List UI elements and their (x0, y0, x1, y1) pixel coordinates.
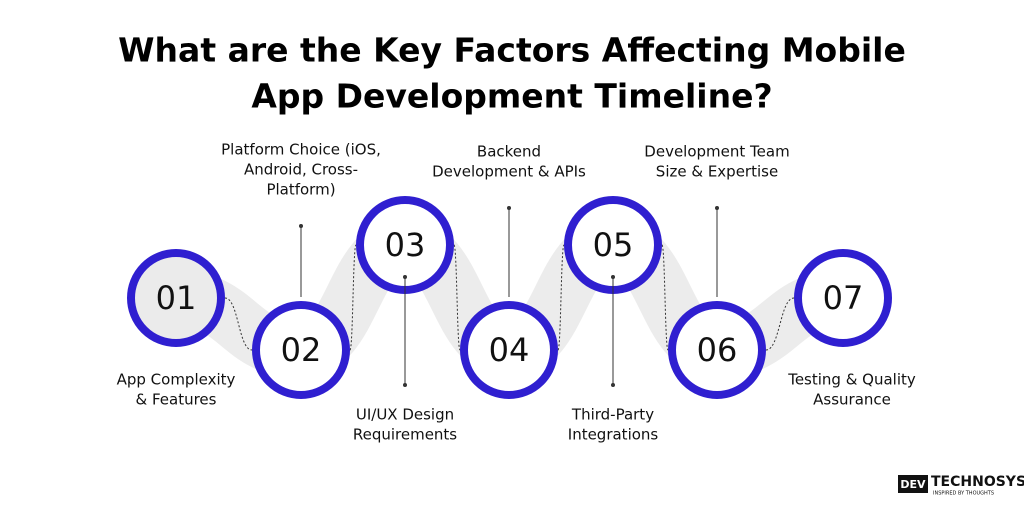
step-label: Testing & Quality (787, 371, 916, 389)
step-label: Assurance (813, 391, 891, 409)
step-label: Integrations (568, 426, 659, 444)
step-number: 07 (823, 279, 864, 317)
step-number: 06 (697, 331, 738, 369)
step-circle (127, 249, 225, 347)
logo-box (898, 475, 928, 493)
leader-dot (299, 224, 303, 228)
logo-tagline: INSPIRED BY THOUGHTS (933, 491, 994, 497)
step-label: App Complexity (117, 371, 236, 389)
connector (224, 297, 253, 351)
step-label: Third-Party (571, 406, 654, 424)
connector (557, 244, 565, 351)
step-label: UI/UX Design (356, 406, 454, 424)
leader-dot (507, 206, 511, 210)
step-label: Size & Expertise (656, 163, 778, 181)
step-label: Platform) (266, 181, 335, 199)
logo: DEV TECHNOSYS INSPIRED BY THOUGHTS (898, 474, 1024, 497)
step-label: Android, Cross- (244, 161, 358, 179)
step-label: Development & APIs (432, 163, 586, 181)
connector (661, 244, 669, 351)
step-label: Platform Choice (iOS, (221, 141, 381, 159)
leader-dot (611, 383, 615, 387)
step-number: 05 (593, 226, 634, 264)
steps: 01 App Complexity & Features 02 Platform Cho… (117, 141, 916, 444)
step-circle (460, 301, 558, 399)
leader-dot (403, 275, 407, 279)
logo-mark: DEV (900, 478, 926, 491)
step-circle (794, 249, 892, 347)
step-label: Backend (477, 143, 541, 161)
step-circle (668, 301, 766, 399)
leader-dot (403, 383, 407, 387)
step-number: 03 (385, 226, 426, 264)
leader-dot (715, 206, 719, 210)
step-number: 04 (489, 331, 530, 369)
title-line: App Development Timeline? (251, 77, 772, 116)
logo-name: TECHNOSYS (931, 474, 1024, 490)
step-number: 01 (156, 279, 197, 317)
step-label: Requirements (353, 426, 457, 444)
leader-dot (611, 275, 615, 279)
step-label: & Features (136, 391, 217, 409)
step-number: 02 (281, 331, 322, 369)
connector (453, 244, 461, 351)
title-line: What are the Key Factors Affecting Mobil… (118, 31, 906, 70)
step-circle (252, 301, 350, 399)
connector (349, 244, 357, 351)
step-label: Development Team (644, 143, 789, 161)
